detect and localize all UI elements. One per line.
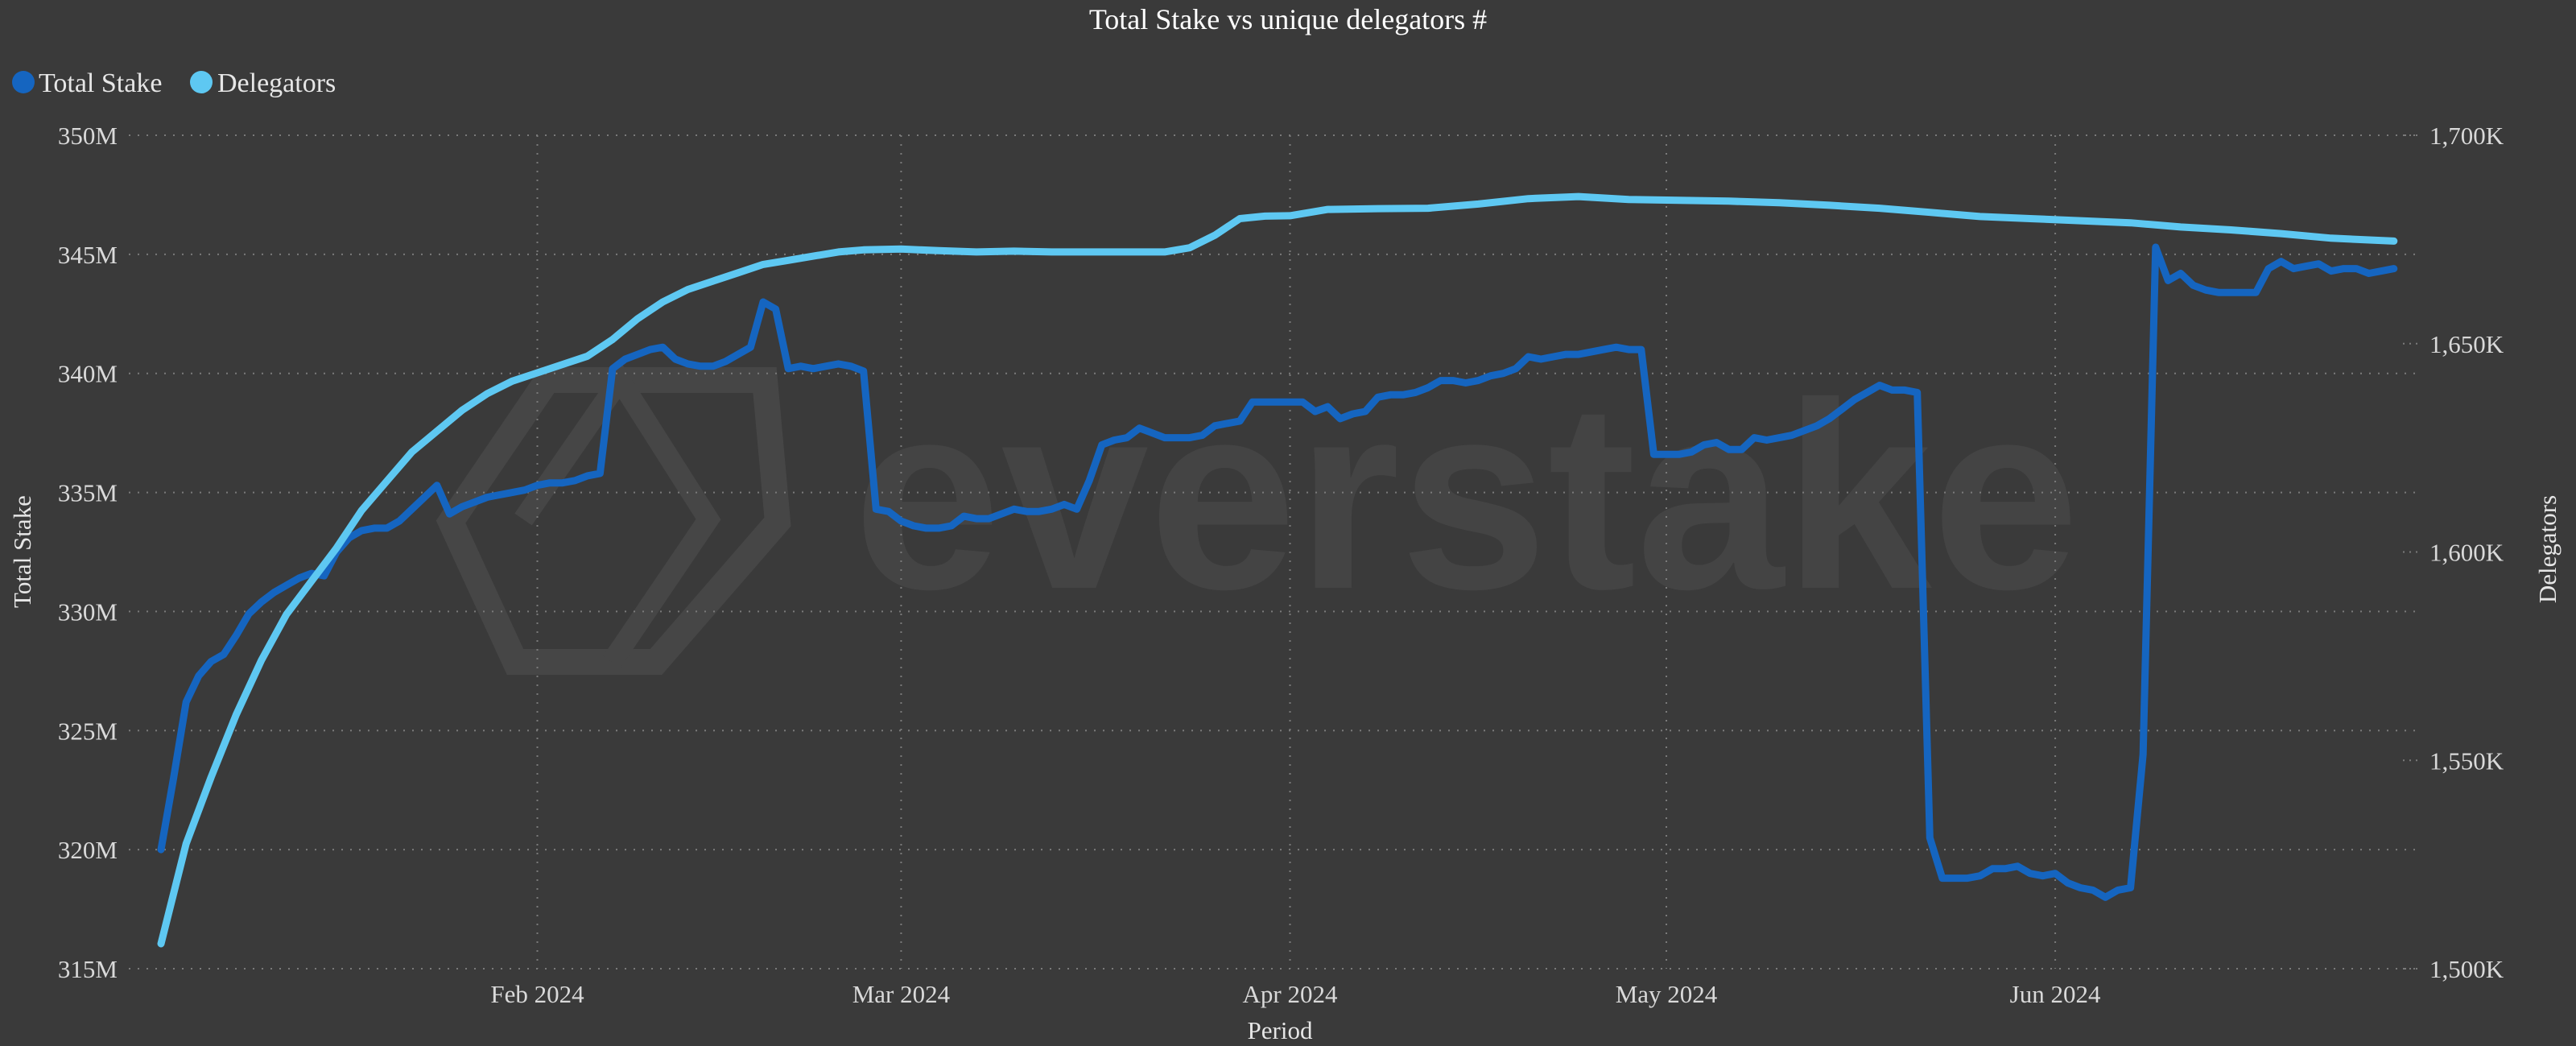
y-tick-label: 320M: [58, 836, 118, 864]
legend: Total Stake Delegators: [12, 68, 336, 98]
y-tick-label: 340M: [58, 360, 118, 388]
y-tick-label: 330M: [58, 597, 118, 626]
y2-tick-label: 1,600K: [2429, 539, 2504, 567]
y-tick-label: 325M: [58, 717, 118, 745]
series-layer: [157, 192, 2398, 948]
watermark-text: everstake: [853, 347, 2079, 644]
y-tick-label: 345M: [58, 241, 118, 269]
y-tick-label: 335M: [58, 479, 118, 507]
x-tick-label: Apr 2024: [1243, 980, 1338, 1008]
y2-tick-label: 1,550K: [2429, 746, 2504, 775]
legend-marker-total-stake: [12, 71, 35, 93]
x-tick-label: Feb 2024: [490, 980, 584, 1008]
watermark-logo-hexagon: [436, 367, 791, 675]
y-tick-label: 350M: [58, 122, 118, 150]
watermark-logo-inner: [514, 361, 721, 668]
y2-tick-label: 1,700K: [2429, 122, 2504, 150]
y2-tick-label: 1,500K: [2429, 955, 2504, 983]
x-axis-title: Period: [1248, 1016, 1313, 1044]
y2-axis-title: Delegators: [2533, 495, 2562, 603]
legend-marker-delegators: [190, 71, 213, 93]
series-line-total-stake: [157, 243, 2398, 901]
series-line-delegators: [157, 192, 2398, 948]
chart-ticks: 315M 320M 325M 330M 335M 340M 345M 350M 1,500K 1,…: [58, 122, 2504, 1008]
y-tick-label: 315M: [58, 955, 118, 983]
legend-label-delegators: Delegators: [217, 68, 336, 98]
x-tick-label: Mar 2024: [852, 980, 951, 1008]
x-tick-label: Jun 2024: [2010, 980, 2101, 1008]
chart-title: Total Stake vs unique delegators #: [1089, 3, 1487, 35]
watermark-logo: [436, 361, 791, 675]
y-axis-title: Total Stake: [8, 495, 36, 608]
legend-label-total-stake: Total Stake: [39, 68, 162, 98]
x-tick-label: May 2024: [1616, 980, 1718, 1008]
y2-tick-label: 1,650K: [2429, 330, 2504, 358]
